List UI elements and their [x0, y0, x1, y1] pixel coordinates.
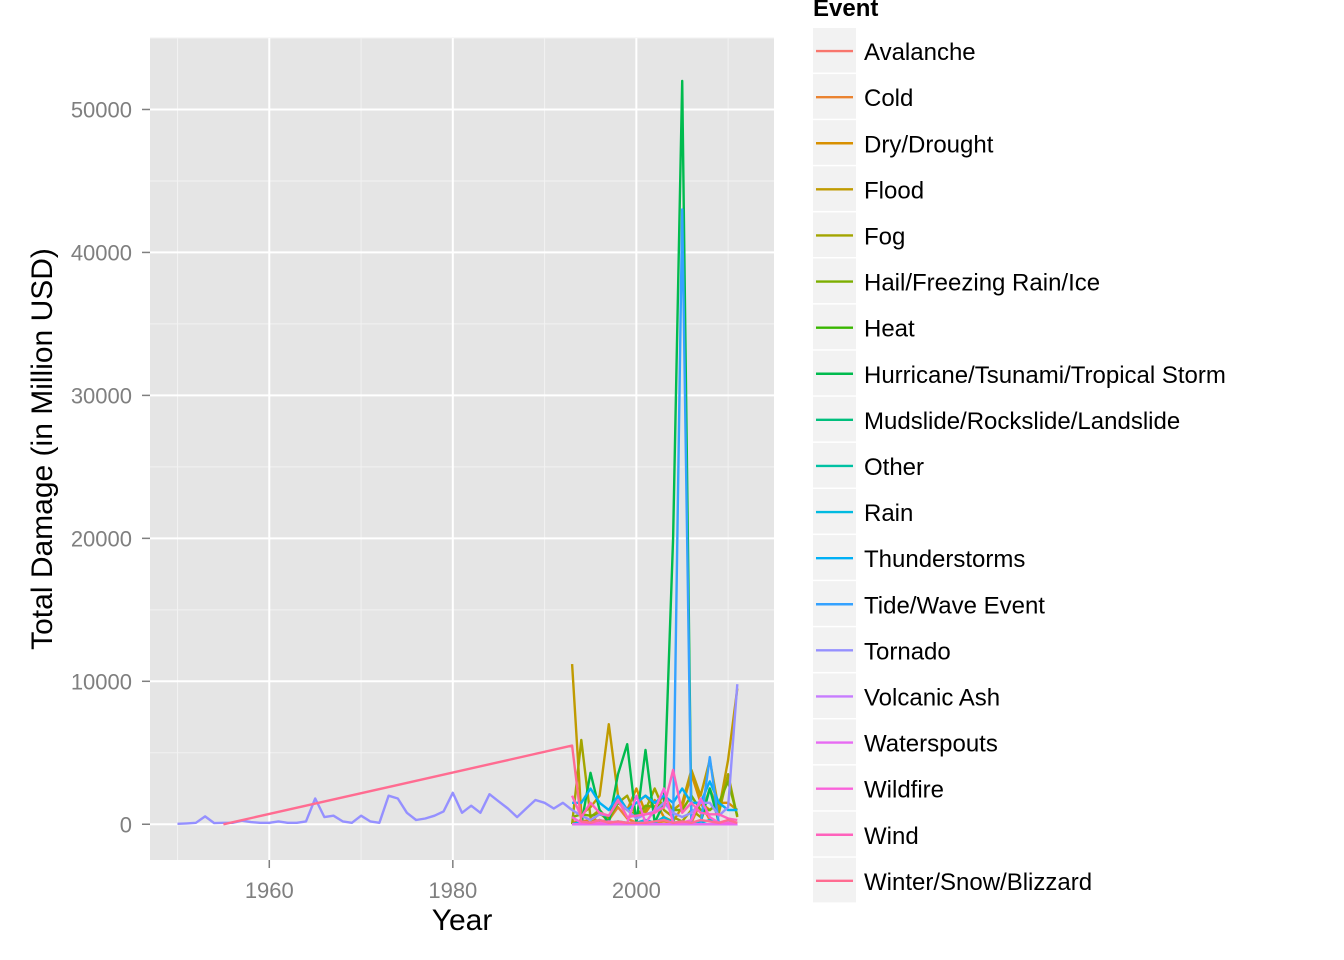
series-lines	[177, 79, 739, 826]
legend-label: Waterspouts	[864, 731, 998, 758]
series-line-wildfire	[571, 787, 738, 824]
y-axis-ticks: 0 10000 20000 30000 40000 50000	[71, 97, 150, 837]
legend-label: Tornado	[864, 638, 951, 665]
y-tick-label: 30000	[71, 383, 132, 408]
legend-label: Rain	[864, 500, 913, 527]
x-tick-label: 1980	[428, 878, 477, 903]
legend-label: Heat	[864, 316, 915, 343]
legend-item-thunderstorms: Thunderstorms	[813, 535, 1025, 580]
legend-item-tornado: Tornado	[813, 627, 951, 672]
legend-item-mudslide-rockslide-landslide: Mudslide/Rockslide/Landslide	[813, 396, 1180, 442]
y-tick-label: 0	[120, 812, 132, 837]
legend-item-other: Other	[813, 442, 924, 488]
legend-item-volcanic-ash: Volcanic Ash	[813, 673, 1000, 718]
legend-label: Thunderstorms	[864, 546, 1025, 573]
legend-label: Hurricane/Tsunami/Tropical Storm	[864, 362, 1226, 389]
legend-label: Volcanic Ash	[864, 684, 1000, 711]
legend-label: Dry/Drought	[864, 131, 994, 158]
legend-label: Mudslide/Rockslide/Landslide	[864, 408, 1180, 435]
legend: Avalanche Cold Dry/Drought Flood Fog Hail/Fre…	[813, 28, 1226, 903]
x-axis-ticks: 1960 1980 2000	[245, 860, 661, 903]
legend-label: Flood	[864, 177, 924, 204]
y-axis-title: Total Damage (in Million USD)	[26, 248, 59, 650]
series-line-wind	[570, 768, 738, 822]
legend-label: Hail/Freezing Rain/Ice	[864, 270, 1100, 297]
legend-label: Avalanche	[864, 39, 976, 66]
y-tick-label: 40000	[71, 240, 132, 265]
legend-item-hail-freezing-rain-ice: Hail/Freezing Rain/Ice	[813, 258, 1100, 304]
legend-item-heat: Heat	[813, 304, 915, 350]
legend-item-flood: Flood	[813, 166, 924, 211]
legend-label: Wildfire	[864, 777, 944, 804]
legend-item-hurricane-tsunami-tropical-storm: Hurricane/Tsunami/Tropical Storm	[813, 350, 1226, 396]
legend-label: Cold	[864, 85, 913, 112]
x-tick-label: 1960	[245, 878, 294, 903]
legend-label: Wind	[864, 823, 919, 850]
legend-label: Tide/Wave Event	[864, 592, 1045, 619]
grid	[150, 37, 774, 860]
legend-item-fog: Fog	[813, 212, 905, 257]
x-tick-label: 2000	[612, 878, 661, 903]
plot-panel	[150, 38, 774, 860]
legend-title: Event	[813, 0, 878, 22]
legend-item-waterspouts: Waterspouts	[813, 719, 998, 765]
series-line-thunderstorms	[572, 780, 738, 812]
legend-item-dry-drought: Dry/Drought	[813, 120, 994, 165]
series-line-winter-snow-blizzard	[223, 744, 738, 826]
legend-label: Fog	[864, 223, 905, 250]
legend-item-wind: Wind	[813, 811, 919, 857]
legend-item-cold: Cold	[813, 74, 913, 119]
y-tick-label: 10000	[71, 669, 132, 694]
legend-label: Other	[864, 454, 924, 481]
legend-item-tide-wave-event: Tide/Wave Event	[813, 581, 1045, 626]
y-tick-label: 20000	[71, 526, 132, 551]
legend-item-avalanche: Avalanche	[813, 28, 976, 73]
legend-item-winter-snow-blizzard: Winter/Snow/Blizzard	[813, 857, 1092, 903]
x-axis-title: Year	[432, 904, 493, 937]
legend-item-rain: Rain	[813, 489, 913, 534]
legend-label: Winter/Snow/Blizzard	[864, 869, 1092, 896]
legend-item-wildfire: Wildfire	[813, 765, 944, 811]
y-tick-label: 50000	[71, 97, 132, 122]
